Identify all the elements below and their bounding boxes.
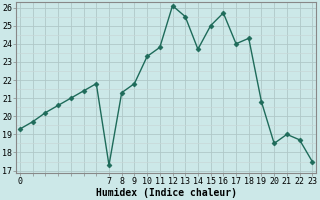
X-axis label: Humidex (Indice chaleur): Humidex (Indice chaleur) [96, 188, 237, 198]
